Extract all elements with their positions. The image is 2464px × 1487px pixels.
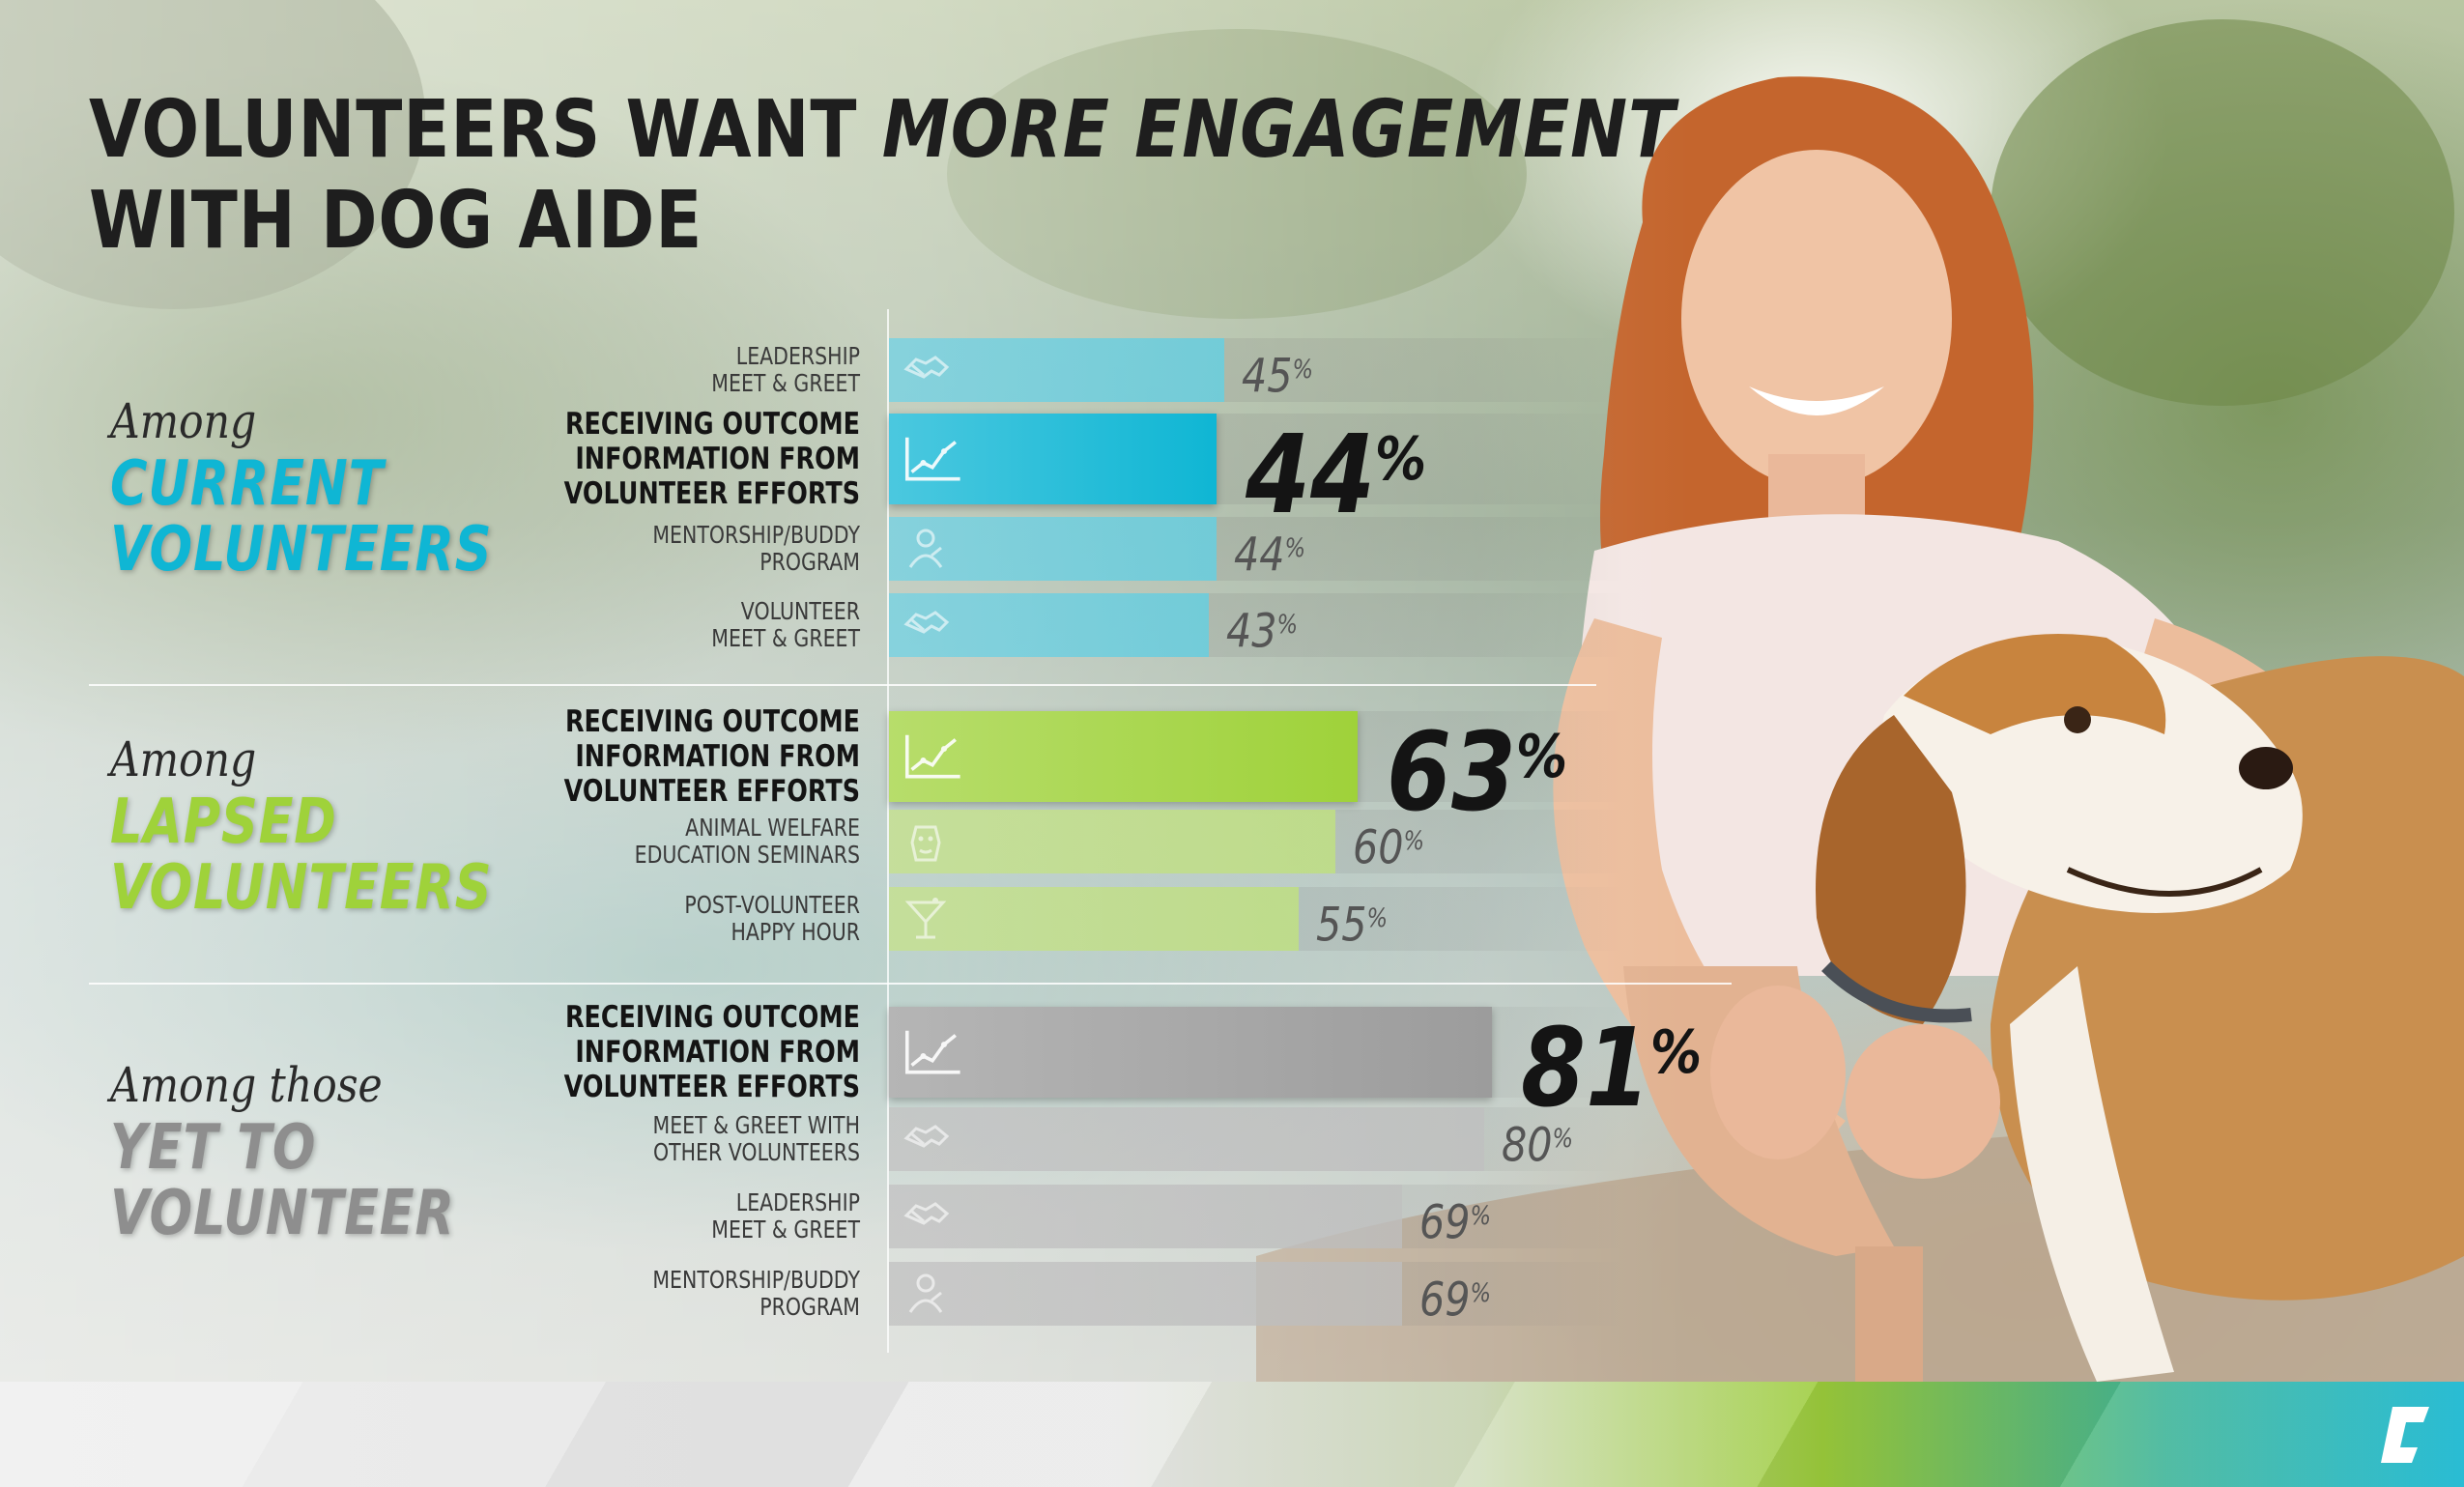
value-number: 69	[1419, 1273, 1471, 1328]
value-unit: %	[1276, 610, 1299, 640]
row-label: VOLUNTEER MEET & GREET	[711, 597, 860, 652]
bar-highlight	[889, 1007, 1492, 1098]
handshake-icon	[903, 611, 950, 634]
bar-highlight	[889, 711, 1359, 802]
value-unit: %	[1284, 533, 1305, 563]
bar	[889, 887, 1299, 951]
value-number: 81	[1520, 1005, 1650, 1131]
row-label: RECEIVING OUTCOME INFORMATION FROM VOLUN…	[563, 704, 860, 809]
value-label: 80%	[1502, 1116, 1573, 1169]
value-label: 44%	[1246, 405, 1426, 529]
row-label: MENTORSHIP/BUDDY PROGRAM	[652, 521, 860, 576]
row-label: MENTORSHIP/BUDDY PROGRAM	[652, 1266, 860, 1321]
group-prefix: Among	[110, 731, 257, 787]
group-name-line1: CURRENT	[110, 448, 385, 520]
value-label: 81%	[1521, 998, 1702, 1123]
title-part1: VOLUNTEERS WANT	[89, 84, 882, 176]
value-unit: %	[1516, 722, 1568, 791]
group-divider	[89, 684, 1596, 686]
value-number: 44	[1245, 412, 1375, 538]
value-number: 43	[1226, 604, 1277, 659]
chart-title: VOLUNTEERS WANT MORE ENGAGEMENT WITH DOG…	[89, 85, 1676, 267]
value-label: 44%	[1234, 526, 1305, 579]
row-label: ANIMAL WELFARE EDUCATION SEMINARS	[634, 814, 860, 869]
value-label: 55%	[1316, 896, 1388, 949]
footer-band	[0, 1382, 2464, 1487]
handshake-icon	[903, 1125, 950, 1148]
group-name-line1: LAPSED	[110, 786, 337, 858]
group-prefix: Among those	[110, 1057, 383, 1113]
chart-axis-line	[887, 309, 889, 1353]
value-label: 69%	[1419, 1193, 1491, 1246]
handshake-icon	[903, 356, 950, 379]
value-unit: %	[1470, 1278, 1492, 1308]
value-label: 45%	[1242, 347, 1313, 400]
group-name-line2: VOLUNTEERS	[110, 852, 493, 924]
value-label: 43%	[1226, 602, 1298, 655]
value-unit: %	[1292, 355, 1313, 385]
row-label: LEADERSHIP MEET & GREET	[711, 1188, 860, 1244]
mentor-icon	[908, 1273, 943, 1313]
group-name-line2: VOLUNTEERS	[110, 514, 493, 586]
value-number: 45	[1241, 349, 1293, 404]
value-label: 69%	[1419, 1271, 1491, 1324]
group-name-line1: YET TO	[110, 1112, 317, 1184]
value-number: 44	[1233, 528, 1285, 583]
footer-facets	[0, 1382, 2464, 1487]
value-number: 63	[1387, 709, 1517, 836]
value-unit: %	[1470, 1201, 1492, 1231]
group-name-line2: VOLUNTEER	[110, 1178, 455, 1249]
value-number: 60	[1353, 820, 1404, 875]
row-label: RECEIVING OUTCOME INFORMATION FROM VOLUN…	[563, 1000, 860, 1104]
value-label: 63%	[1387, 702, 1567, 827]
value-unit: %	[1403, 826, 1425, 856]
line-chart-icon	[904, 1030, 960, 1074]
value-unit: %	[1649, 1017, 1702, 1087]
group-label-yet-to-volunteer: Among those YET TO VOLUNTEER	[110, 1055, 530, 1246]
cocktail-icon	[904, 898, 947, 939]
bar	[889, 1262, 1403, 1326]
bar	[889, 1185, 1403, 1248]
line-chart-icon	[904, 734, 960, 779]
mentor-icon	[908, 529, 943, 568]
group-divider	[89, 983, 1732, 985]
row-label: MEET & GREET WITH OTHER VOLUNTEERS	[652, 1111, 860, 1166]
value-number: 69	[1419, 1195, 1471, 1250]
value-number: 80	[1502, 1118, 1553, 1173]
bar	[889, 810, 1335, 873]
row-label: POST-VOLUNTEER HAPPY HOUR	[684, 891, 860, 946]
brand-logo-icon	[2381, 1407, 2429, 1463]
value-unit: %	[1552, 1124, 1574, 1154]
row-label: RECEIVING OUTCOME INFORMATION FROM VOLUN…	[563, 407, 860, 511]
row-label: LEADERSHIP MEET & GREET	[711, 342, 860, 397]
dog-icon	[910, 825, 941, 862]
title-emphasis: MORE ENGAGEMENT	[881, 84, 1676, 176]
group-label-current: Among CURRENT VOLUNTEERS	[110, 391, 576, 583]
value-unit: %	[1374, 424, 1426, 494]
group-label-lapsed: Among LAPSED VOLUNTEERS	[110, 729, 576, 921]
bar-highlight	[889, 414, 1217, 504]
group-prefix: Among	[110, 393, 257, 449]
value-label: 60%	[1353, 818, 1424, 872]
bar	[889, 517, 1217, 581]
value-unit: %	[1366, 903, 1388, 933]
title-line2: WITH DOG AIDE	[89, 175, 703, 267]
bar	[889, 1107, 1484, 1171]
value-number: 55	[1315, 898, 1367, 953]
handshake-icon	[903, 1202, 950, 1225]
line-chart-icon	[904, 437, 960, 481]
